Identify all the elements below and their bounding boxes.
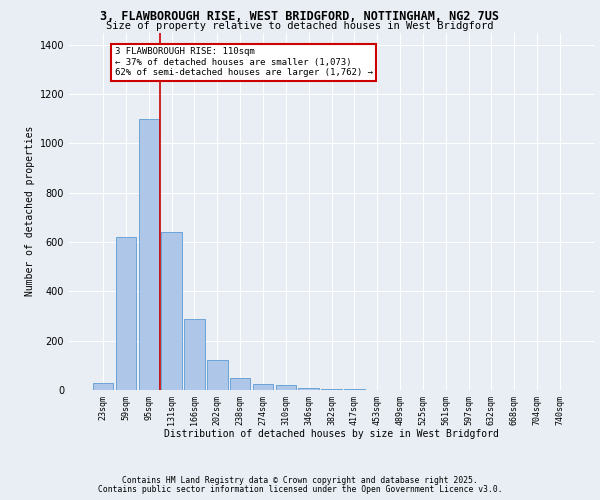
Text: 3 FLAWBOROUGH RISE: 110sqm
← 37% of detached houses are smaller (1,073)
62% of s: 3 FLAWBOROUGH RISE: 110sqm ← 37% of deta… bbox=[115, 48, 373, 77]
Text: Size of property relative to detached houses in West Bridgford: Size of property relative to detached ho… bbox=[106, 21, 494, 31]
Bar bbox=[253, 384, 273, 390]
X-axis label: Distribution of detached houses by size in West Bridgford: Distribution of detached houses by size … bbox=[164, 429, 499, 439]
Bar bbox=[116, 237, 136, 390]
Bar bbox=[207, 360, 227, 390]
Text: Contains HM Land Registry data © Crown copyright and database right 2025.: Contains HM Land Registry data © Crown c… bbox=[122, 476, 478, 485]
Bar bbox=[275, 385, 296, 390]
Bar bbox=[298, 388, 319, 390]
Bar bbox=[230, 378, 250, 390]
Text: Contains public sector information licensed under the Open Government Licence v3: Contains public sector information licen… bbox=[98, 485, 502, 494]
Text: 3, FLAWBOROUGH RISE, WEST BRIDGFORD, NOTTINGHAM, NG2 7US: 3, FLAWBOROUGH RISE, WEST BRIDGFORD, NOT… bbox=[101, 10, 499, 23]
Bar bbox=[93, 382, 113, 390]
Bar bbox=[161, 232, 182, 390]
Bar bbox=[321, 389, 342, 390]
Y-axis label: Number of detached properties: Number of detached properties bbox=[25, 126, 35, 296]
Bar bbox=[184, 318, 205, 390]
Bar bbox=[139, 119, 159, 390]
